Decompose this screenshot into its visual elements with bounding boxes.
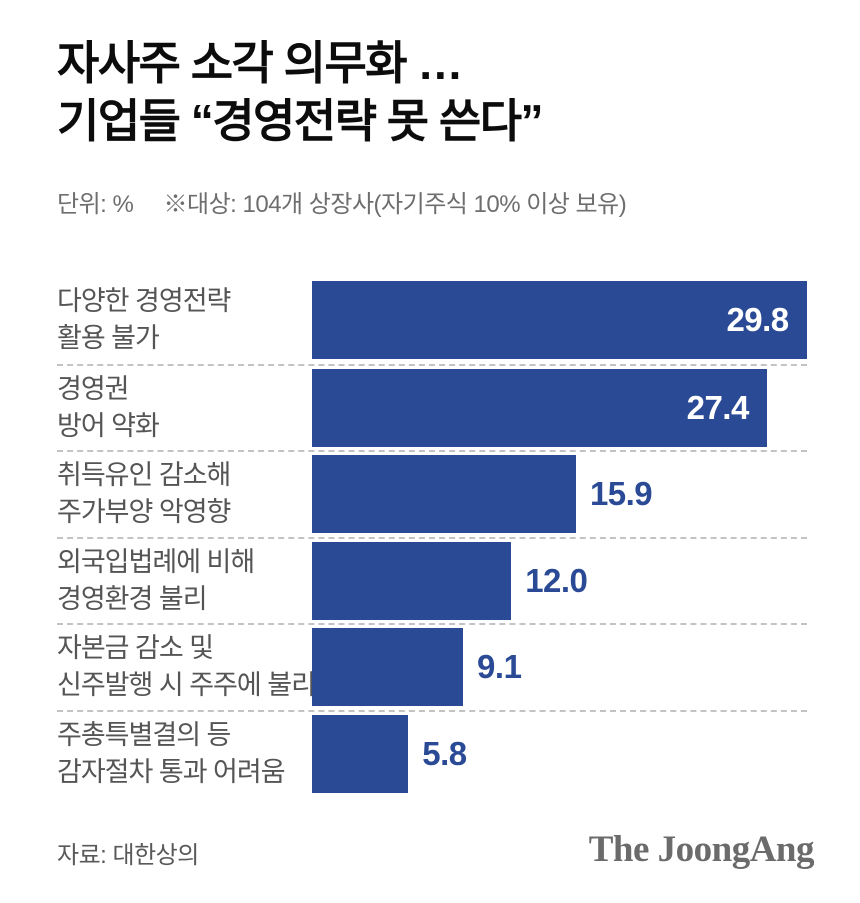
category-label: 취득유인 감소해 주가부양 악영향 xyxy=(57,457,312,531)
category-label-line2: 활용 불가 xyxy=(57,323,160,354)
category-label-line1: 주총특별결의 등 xyxy=(57,719,231,750)
chart-row-5: 자본금 감소 및 신주발행 시 주주에 불리 9.1 xyxy=(57,623,807,710)
value-label: 29.8 xyxy=(726,301,789,339)
category-label: 주총특별결의 등 감자절차 통과 어려움 xyxy=(57,717,312,791)
bar xyxy=(312,541,512,620)
value-label: 5.8 xyxy=(422,734,467,772)
category-label-line2: 신주발행 시 주주에 불리 xyxy=(57,670,316,701)
category-label: 자본금 감소 및 신주발행 시 주주에 불리 xyxy=(57,630,316,704)
bar xyxy=(312,628,464,707)
category-label: 경영권 방어 약화 xyxy=(57,371,312,445)
value-label: 9.1 xyxy=(477,648,522,686)
bar xyxy=(312,455,576,534)
category-label-line1: 다양한 경영전략 xyxy=(57,286,231,317)
chart-subtitle: 단위: % ※대상: 104개 상장사(자기주식 10% 이상 보유) xyxy=(57,184,627,219)
category-label-line1: 취득유인 감소해 xyxy=(57,460,231,491)
bar xyxy=(312,714,409,793)
chart-title-line1: 자사주 소각 의무화 … xyxy=(57,37,463,89)
chart-row-2: 경영권 방어 약화 27.4 xyxy=(57,363,807,451)
bar: 29.8 xyxy=(312,281,807,360)
category-label-line1: 외국입법례에 비해 xyxy=(57,546,255,577)
bar-area: 15.9 xyxy=(312,452,807,537)
category-label-line1: 경영권 xyxy=(57,373,130,404)
chart-row-1: 다양한 경영전략 활용 불가 29.8 xyxy=(57,277,807,364)
value-label: 12.0 xyxy=(525,561,588,599)
bar-chart: 다양한 경영전략 활용 불가 29.8 경영권 방어 약화 27.4 xyxy=(57,277,807,796)
category-label: 다양한 경영전략 활용 불가 xyxy=(57,283,312,357)
bar-area: 27.4 xyxy=(312,366,807,451)
chart-title: 자사주 소각 의무화 … 기업들 “경영전략 못 쓴다” xyxy=(57,34,544,150)
bar-area: 29.8 xyxy=(312,277,807,364)
category-label: 외국입법례에 비해 경영환경 불리 xyxy=(57,544,312,618)
source-note: 자료: 대한상의 xyxy=(57,842,199,869)
chart-row-3: 취득유인 감소해 주가부양 악영향 15.9 xyxy=(57,450,807,537)
target-note: ※대상: 104개 상장사(자기주식 10% 이상 보유) xyxy=(163,191,627,218)
value-label: 15.9 xyxy=(589,475,653,513)
category-label-line2: 주가부양 악영향 xyxy=(57,497,231,528)
category-label-line2: 감자절차 통과 어려움 xyxy=(57,756,286,787)
category-label-line1: 자본금 감소 및 xyxy=(57,633,214,664)
category-label-line2: 방어 약화 xyxy=(57,410,160,441)
bar-area: 5.8 xyxy=(312,712,807,797)
category-label-line2: 경영환경 불리 xyxy=(57,583,208,614)
chart-row-4: 외국입법례에 비해 경영환경 불리 12.0 xyxy=(57,536,807,624)
chart-row-6: 주총특별결의 등 감자절차 통과 어려움 5.8 xyxy=(57,709,807,797)
bar-area: 9.1 xyxy=(312,625,807,710)
chart-title-line2: 기업들 “경영전략 못 쓴다” xyxy=(57,95,544,147)
joongang-logo: The JoongAng xyxy=(588,829,815,870)
bar: 27.4 xyxy=(312,368,767,447)
bar-area: 12.0 xyxy=(312,539,807,624)
value-label: 27.4 xyxy=(686,388,750,426)
unit-note: 단위: % xyxy=(57,191,134,218)
